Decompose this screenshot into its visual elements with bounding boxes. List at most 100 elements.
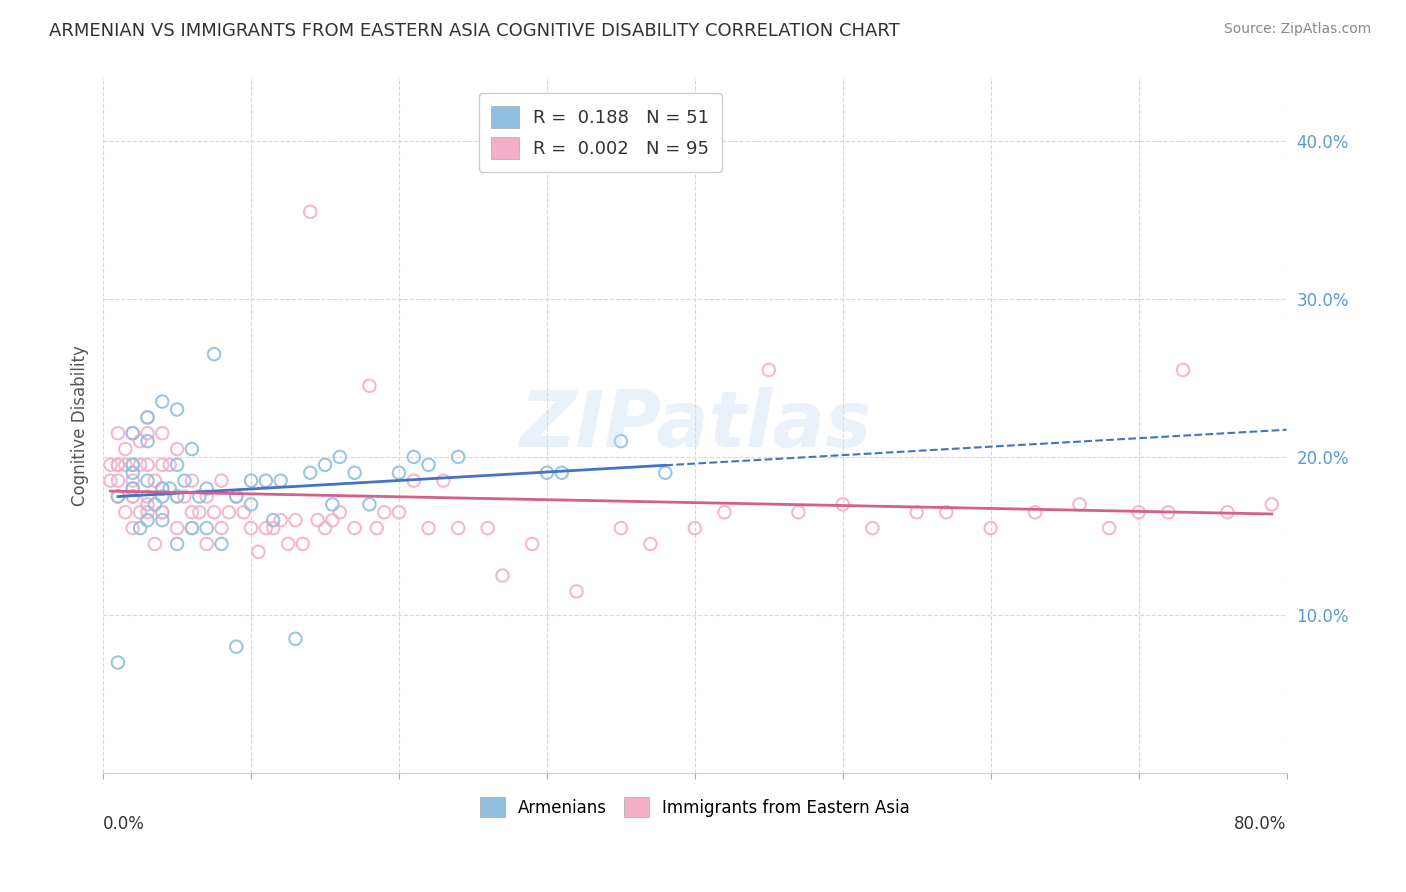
Point	[254, 521, 277, 535]
Point	[225, 640, 247, 654]
Point	[143, 497, 166, 511]
Point	[491, 568, 513, 582]
Point	[1157, 505, 1180, 519]
Point	[136, 490, 159, 504]
Point	[432, 474, 454, 488]
Point	[150, 513, 173, 527]
Point	[787, 505, 810, 519]
Point	[284, 513, 307, 527]
Point	[150, 458, 173, 472]
Point	[477, 521, 499, 535]
Point	[129, 521, 152, 535]
Point	[121, 482, 143, 496]
Point	[107, 474, 129, 488]
Point	[180, 474, 202, 488]
Point	[343, 466, 366, 480]
Point	[262, 521, 284, 535]
Point	[307, 513, 329, 527]
Point	[188, 505, 211, 519]
Point	[240, 474, 263, 488]
Point	[551, 466, 574, 480]
Point	[388, 466, 411, 480]
Point	[536, 466, 558, 480]
Point	[211, 521, 233, 535]
Point	[211, 474, 233, 488]
Point	[270, 474, 292, 488]
Point	[114, 505, 136, 519]
Point	[107, 458, 129, 472]
Legend: Armenians, Immigrants from Eastern Asia: Armenians, Immigrants from Eastern Asia	[470, 787, 920, 828]
Point	[240, 497, 263, 511]
Point	[136, 426, 159, 441]
Point	[202, 347, 225, 361]
Point	[277, 537, 299, 551]
Point	[114, 458, 136, 472]
Point	[935, 505, 957, 519]
Point	[180, 505, 202, 519]
Point	[159, 458, 181, 472]
Point	[121, 490, 143, 504]
Point	[447, 450, 470, 464]
Point	[321, 513, 343, 527]
Point	[654, 466, 676, 480]
Point	[299, 204, 322, 219]
Point	[136, 497, 159, 511]
Point	[121, 490, 143, 504]
Point	[107, 426, 129, 441]
Point	[166, 490, 188, 504]
Point	[520, 537, 543, 551]
Point	[136, 474, 159, 488]
Point	[240, 521, 263, 535]
Point	[143, 537, 166, 551]
Point	[314, 521, 336, 535]
Point	[1261, 497, 1284, 511]
Point	[129, 505, 152, 519]
Point	[713, 505, 735, 519]
Point	[136, 458, 159, 472]
Point	[640, 537, 662, 551]
Point	[373, 505, 395, 519]
Point	[166, 521, 188, 535]
Point	[150, 505, 173, 519]
Point	[284, 632, 307, 646]
Point	[262, 513, 284, 527]
Point	[166, 402, 188, 417]
Point	[150, 505, 173, 519]
Point	[166, 537, 188, 551]
Point	[683, 521, 706, 535]
Point	[188, 490, 211, 504]
Point	[166, 458, 188, 472]
Point	[314, 458, 336, 472]
Point	[1171, 363, 1194, 377]
Point	[129, 458, 152, 472]
Point	[159, 482, 181, 496]
Point	[1128, 505, 1150, 519]
Point	[232, 505, 254, 519]
Point	[150, 426, 173, 441]
Point	[388, 505, 411, 519]
Point	[402, 474, 425, 488]
Point	[270, 513, 292, 527]
Y-axis label: Cognitive Disability: Cognitive Disability	[72, 345, 89, 506]
Point	[100, 474, 122, 488]
Point	[150, 394, 173, 409]
Point	[225, 490, 247, 504]
Point	[980, 521, 1002, 535]
Point	[359, 378, 381, 392]
Point	[121, 426, 143, 441]
Point	[758, 363, 780, 377]
Point	[114, 442, 136, 456]
Point	[143, 474, 166, 488]
Point	[136, 513, 159, 527]
Point	[1069, 497, 1091, 511]
Point	[136, 410, 159, 425]
Point	[610, 434, 633, 449]
Point	[1024, 505, 1046, 519]
Point	[180, 521, 202, 535]
Point	[195, 537, 218, 551]
Point	[225, 490, 247, 504]
Point	[173, 490, 195, 504]
Point	[195, 521, 218, 535]
Point	[359, 497, 381, 511]
Point	[166, 490, 188, 504]
